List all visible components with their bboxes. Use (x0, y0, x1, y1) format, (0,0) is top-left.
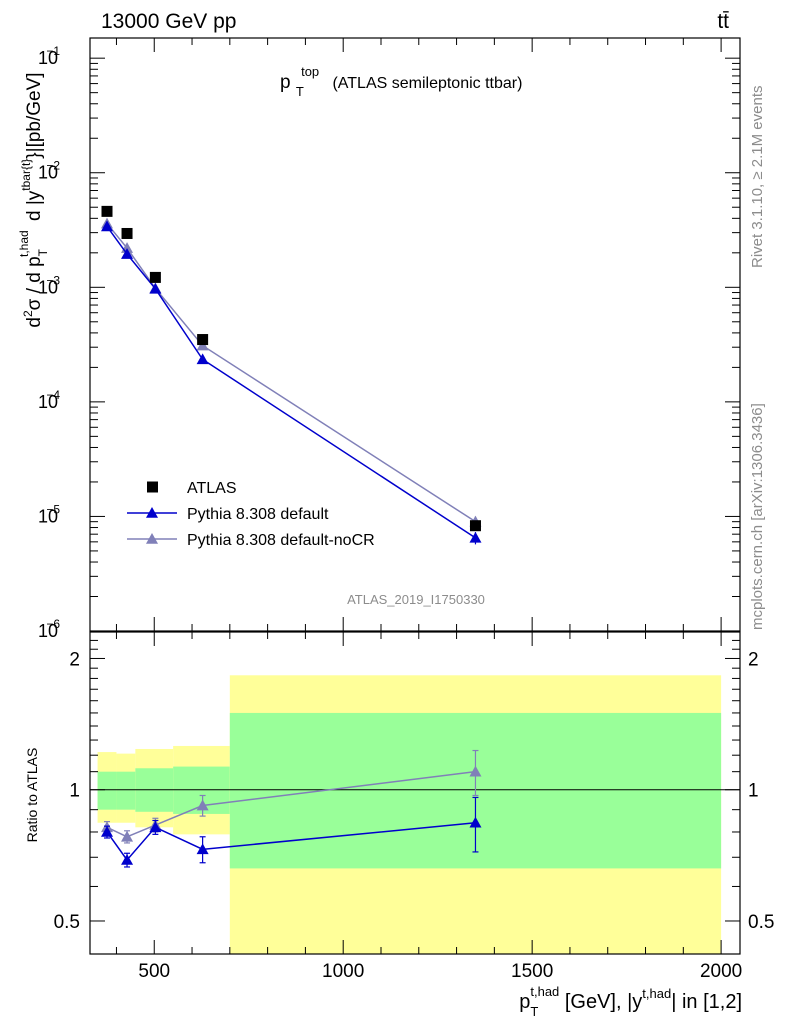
mcplots-label: mcplots.cern.ch [arXiv:1306.3436] (749, 403, 766, 630)
data-point (101, 205, 113, 217)
uncertainty-band-inner (97, 771, 117, 810)
series-marker (121, 248, 134, 259)
beam-label: 13000 GeV pp (101, 10, 236, 33)
data-point (197, 334, 209, 346)
ratio-frame (89, 631, 741, 955)
ratio-bands (97, 675, 722, 954)
x-tick-label: 500 (138, 961, 170, 982)
title-p: p (280, 72, 291, 93)
rivet-label: Rivet 3.1.10, ≥ 2.1M events (749, 86, 766, 269)
legend: ATLAS Pythia 8.308 default Pythia 8.308 de… (127, 480, 375, 549)
main-series (101, 205, 482, 545)
legend-marker (146, 533, 158, 544)
ratio-marker (196, 799, 209, 811)
ratio-marker (469, 816, 482, 828)
series-marker (469, 531, 482, 543)
legend-label: Pythia 8.308 default (187, 506, 329, 523)
plot-title: p T top (ATLAS semileptonic ttbar) (280, 60, 522, 101)
ratio-y-tick-label: 0.5 (54, 912, 80, 933)
x-tick-label: 1000 (322, 961, 364, 982)
title-sub: T (296, 84, 304, 99)
ratio-y-tick-label-right: 1 (748, 781, 759, 802)
y-tick-label: 10−1 (38, 44, 60, 68)
main-y-axis-label: d2σ / d pTt,had d |ytbar{t}}|[pb/GeV] (17, 72, 50, 327)
series-marker (196, 353, 209, 365)
ratio-series (101, 749, 482, 868)
ratio-y-tick-label-right: 2 (748, 649, 759, 670)
legend-label: ATLAS (187, 480, 237, 497)
uncertainty-band-inner (116, 771, 136, 810)
main-frame (89, 37, 741, 632)
title-rest: (ATLAS semileptonic ttbar) (332, 75, 522, 92)
ratio-y-tick-label: 1 (69, 781, 80, 802)
ratio-marker (121, 853, 134, 865)
process-label: tt̄ (717, 10, 729, 33)
x-tick-label: 2000 (700, 961, 742, 982)
data-point (469, 520, 481, 532)
ratio-panel: 0.5 0.5 1 1 2 2 500 1000 1500 2000 Ratio to ATLAS… (24, 631, 774, 1019)
ratio-y-tick-label: 2 (69, 649, 80, 670)
ratio-marker (469, 765, 482, 777)
ratio-marker (149, 821, 162, 833)
ratio-axis-ticks: 0.5 0.5 1 1 2 2 500 1000 1500 2000 (54, 632, 774, 982)
series-line (106, 225, 476, 539)
data-point (149, 271, 161, 283)
y-tick-label: 10−3 (38, 273, 60, 297)
x-tick-label: 1500 (511, 961, 553, 982)
series-marker (149, 282, 162, 294)
x-axis-label: pTt,had [GeV], |yt,had| in [1,2] (519, 984, 742, 1019)
ratio-y-axis-label: Ratio to ATLAS (24, 748, 40, 843)
series-marker (101, 220, 114, 232)
legend-marker (146, 507, 158, 518)
legend-label: Pythia 8.308 default-noCR (187, 532, 375, 549)
legend-marker-data (147, 481, 158, 493)
y-tick-label: 10−5 (38, 502, 60, 526)
main-panel: 10−6 10−5 10−4 10−3 10−2 10−1 p T top (ATLAS … (17, 37, 741, 641)
ratio-marker (196, 843, 209, 855)
ratio-marker (121, 830, 134, 842)
data-point (121, 227, 133, 239)
series-line (106, 223, 476, 523)
y-tick-label: 10−2 (38, 159, 60, 183)
title-sup: top (301, 64, 319, 79)
ratio-y-tick-label-right: 0.5 (748, 912, 774, 933)
analysis-id: ATLAS_2019_I1750330 (347, 592, 485, 607)
y-tick-label: 10−4 (38, 388, 60, 412)
main-axis-ticks: 10−6 10−5 10−4 10−3 10−2 10−1 (38, 38, 740, 641)
y-tick-label: 10−6 (38, 617, 60, 641)
ratio-marker (101, 825, 114, 837)
